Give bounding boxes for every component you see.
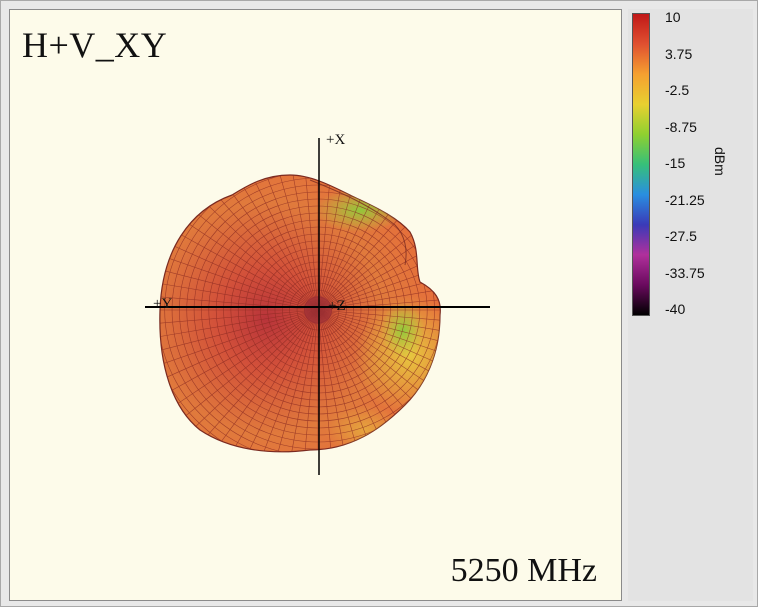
axis-label-y: +Y: [153, 296, 172, 312]
colorbar-unit-label: dBm: [712, 147, 728, 176]
colorbar-panel: 10 3.75 -2.5 -8.75 -15 -21.25 -27.5 -33.75 -40 d…: [628, 9, 753, 601]
pattern-center-node: [304, 296, 332, 324]
colorbar-tick-label: -33.75: [665, 264, 705, 281]
plot-title: H+V_XY: [22, 25, 168, 65]
colorbar-tick-label: -2.5: [665, 82, 690, 98]
pattern-plot-panel: +X +Y +Z H+V_XY 5250 MHz: [9, 9, 622, 601]
colorbar-tick-label: 3.75: [665, 45, 693, 62]
radiation-pattern-plot: +X +Y +Z: [145, 132, 490, 475]
colorbar-tick-label: -40: [665, 301, 686, 317]
colorbar-gradient: [632, 13, 650, 316]
axes: +X +Y +Z: [145, 132, 490, 475]
colorbar-tick-label: -27.5: [665, 228, 697, 244]
colorbar-tick-label: -8.75: [665, 118, 697, 135]
frequency-label: 5250 MHz: [450, 552, 597, 589]
colorbar-tick-label: 10: [665, 9, 681, 25]
axis-label-x: +X: [326, 132, 345, 148]
colorbar-tick-label: -15: [665, 155, 686, 171]
axis-label-z: +Z: [328, 298, 346, 314]
colorbar-tick-label: -21.25: [665, 191, 705, 208]
